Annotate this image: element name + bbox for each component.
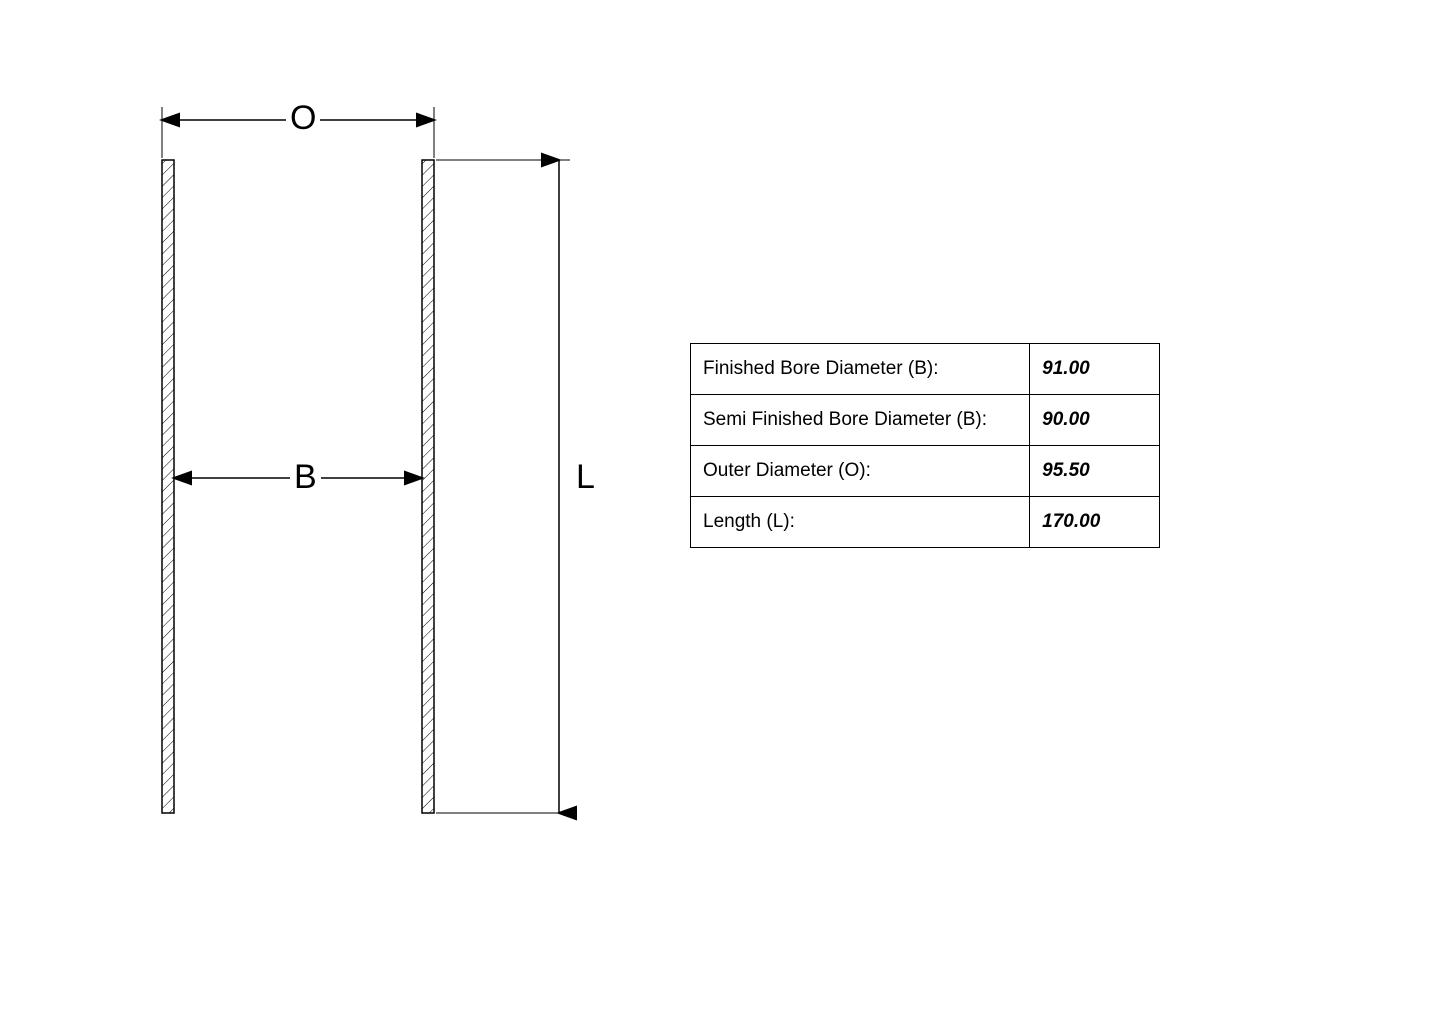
spec-label: Length (L): (691, 497, 1030, 548)
spec-table-body: Finished Bore Diameter (B): 91.00 Semi F… (691, 344, 1160, 548)
length-label: L (572, 458, 599, 497)
right-wall (422, 160, 434, 813)
table-row: Semi Finished Bore Diameter (B): 90.00 (691, 395, 1160, 446)
spec-value: 95.50 (1030, 446, 1160, 497)
cylinder-svg (140, 95, 700, 895)
spec-label: Outer Diameter (O): (691, 446, 1030, 497)
bore-diameter-label: B (290, 458, 321, 497)
spec-label: Finished Bore Diameter (B): (691, 344, 1030, 395)
specification-table: Finished Bore Diameter (B): 91.00 Semi F… (690, 343, 1160, 548)
technical-drawing: O B L (140, 95, 700, 895)
spec-value: 170.00 (1030, 497, 1160, 548)
table-row: Finished Bore Diameter (B): 91.00 (691, 344, 1160, 395)
outer-diameter-label: O (286, 99, 320, 138)
spec-label: Semi Finished Bore Diameter (B): (691, 395, 1030, 446)
table-row: Length (L): 170.00 (691, 497, 1160, 548)
spec-value: 90.00 (1030, 395, 1160, 446)
left-wall (162, 160, 174, 813)
table-row: Outer Diameter (O): 95.50 (691, 446, 1160, 497)
spec-value: 91.00 (1030, 344, 1160, 395)
